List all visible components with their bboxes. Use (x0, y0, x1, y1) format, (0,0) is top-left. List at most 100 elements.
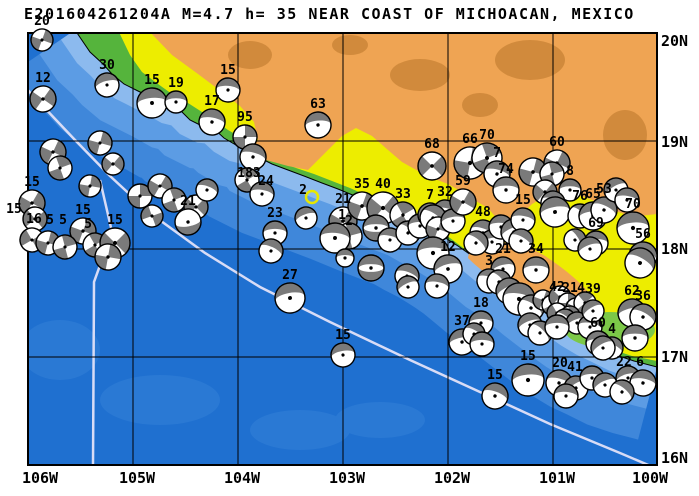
depth-label: 3 (485, 254, 493, 269)
depth-label: 34 (528, 242, 544, 257)
depth-label: 37 (454, 314, 470, 329)
depth-label: 2 (345, 214, 353, 229)
depth-label: 68 (424, 137, 440, 152)
depth-label: 15 (107, 213, 123, 228)
lat-axis-label: 17N (661, 348, 688, 366)
focal-mechanism (577, 236, 603, 262)
depth-label: 23 (267, 206, 283, 221)
lat-axis-label: 16N (661, 449, 688, 467)
depth-label: 39 (585, 282, 601, 297)
depth-label: 21 (180, 194, 196, 209)
focal-mechanism (621, 324, 649, 352)
focal-mechanism (47, 155, 73, 181)
elevation-brown-patch (332, 35, 368, 55)
lat-axis-label: 20N (661, 32, 688, 50)
focal-mechanism (469, 331, 495, 357)
focal-mechanism (590, 335, 616, 361)
lon-axis-label: 100W (632, 469, 669, 487)
depth-label: 19 (168, 76, 184, 91)
focal-mechanism (424, 273, 450, 299)
focal-mechanism (463, 230, 489, 256)
map-title: E201604261204A M=4.7 h= 35 NEAR COAST OF… (24, 5, 635, 23)
focal-mechanism (232, 124, 258, 150)
lat-axis-label: 18N (661, 240, 688, 258)
depth-label: 15 (515, 193, 531, 208)
focal-mechanism (335, 248, 355, 268)
depth-label: 95 (237, 110, 253, 125)
focal-mechanism (416, 236, 450, 270)
ocean-patch (335, 402, 425, 438)
focal-mechanism (195, 178, 219, 202)
focal-mechanism (553, 383, 579, 409)
focal-mechanism (258, 238, 284, 264)
elevation-brown-patch (228, 41, 272, 69)
focal-mechanism (30, 28, 54, 52)
depth-label: 70 (479, 128, 495, 143)
depth-label: 6 (636, 355, 644, 370)
depth-label: 4 (577, 281, 585, 296)
focal-mechanism (629, 303, 657, 331)
lon-axis-label: 106W (22, 469, 59, 487)
focal-mechanism (94, 243, 122, 271)
focal-mechanism (396, 275, 420, 299)
focal-mechanism (94, 72, 120, 98)
focal-mechanism (249, 181, 275, 207)
depth-label: 15 (220, 63, 236, 78)
focal-mechanism (29, 85, 57, 113)
depth-label: 35 (354, 177, 370, 192)
focal-mechanism (481, 382, 509, 410)
focal-mechanism (616, 211, 650, 245)
depth-label: 63 (310, 97, 326, 112)
focal-mechanism (198, 108, 226, 136)
focal-mechanism (449, 188, 477, 216)
ocean-patch (100, 375, 220, 425)
depth-label: 36 (635, 289, 651, 304)
depth-label: 24 (258, 174, 274, 189)
focal-mechanism (78, 174, 102, 198)
depth-label: 7 (426, 188, 434, 203)
depth-label: 4 (608, 322, 616, 337)
focal-mechanism (174, 208, 202, 236)
depth-label: 5 (84, 217, 92, 232)
lon-axis-label: 104W (224, 469, 261, 487)
focal-mechanism (215, 77, 241, 103)
depth-label: 12 (35, 71, 51, 86)
depth-label: 70 (625, 197, 641, 212)
depth-label: 17 (204, 94, 220, 109)
depth-label: 41 (567, 360, 583, 375)
depth-label: 60 (549, 135, 565, 150)
depth-label: 2 (299, 183, 307, 198)
focal-mechanism (22, 206, 48, 232)
focal-mechanism (330, 342, 356, 368)
focal-mechanism (294, 206, 318, 230)
focal-mechanism (52, 234, 78, 260)
focal-mechanism (544, 314, 570, 340)
focal-mechanism (629, 369, 657, 397)
depth-label: 42 (549, 280, 565, 295)
depth-label: 20 (34, 14, 50, 29)
depth-label: 74 (498, 162, 514, 177)
depth-label: 65 (585, 187, 601, 202)
depth-label: 7 (493, 146, 501, 161)
depth-label: 48 (475, 205, 491, 220)
depth-label: 8 (566, 164, 574, 179)
focal-mechanism (518, 157, 548, 187)
lon-axis-label: 101W (539, 469, 576, 487)
depth-label: 5 (59, 213, 67, 228)
focal-mechanism (417, 151, 447, 181)
depth-label: 12 (440, 240, 456, 255)
depth-label: 22 (616, 355, 632, 370)
depth-label: 1 (338, 208, 346, 223)
focal-mechanism (87, 130, 113, 156)
depth-label: 15 (24, 175, 40, 190)
ocean-patch (250, 410, 350, 450)
ocean-patch (28, 320, 100, 380)
depth-label: 53 (596, 182, 612, 197)
depth-label: 21 (495, 242, 511, 257)
elevation-brown-patch (390, 59, 450, 91)
depth-label: 32 (437, 185, 453, 200)
focal-mechanism (164, 90, 188, 114)
focal-mechanism (274, 282, 306, 314)
